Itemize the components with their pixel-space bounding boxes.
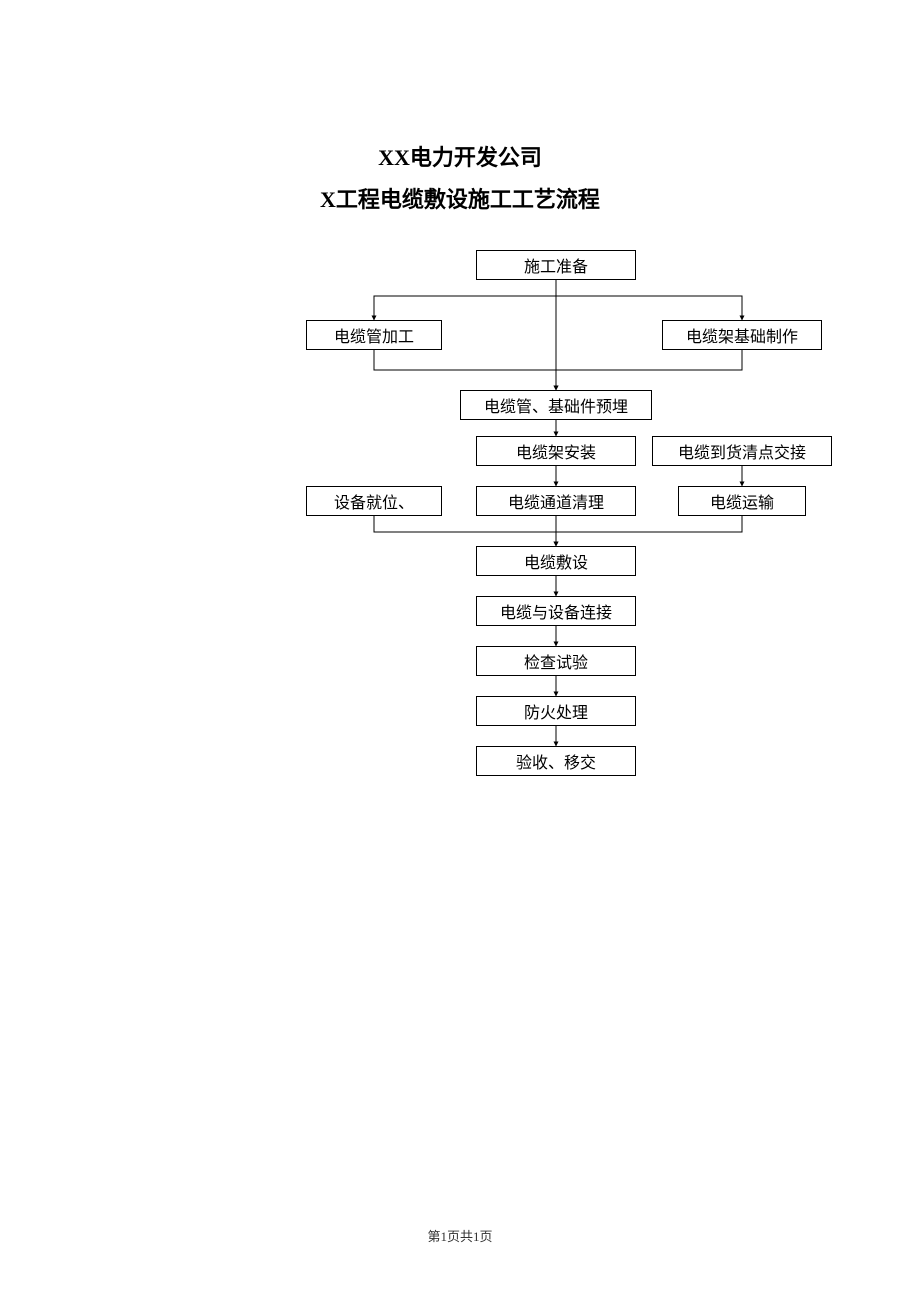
flow-node-base: 电缆架基础制作 — [662, 320, 822, 350]
flow-node-fire: 防火处理 — [476, 696, 636, 726]
flow-node-transport: 电缆运输 — [678, 486, 806, 516]
flow-node-pipe: 电缆管加工 — [306, 320, 442, 350]
company-title: XX电力开发公司 — [0, 140, 920, 172]
document-page: XX电力开发公司 X工程电缆敷设施工工艺流程 施工准备电缆管加工电缆架基础制作电… — [0, 0, 920, 1302]
flow-node-test: 检查试验 — [476, 646, 636, 676]
flow-node-equip: 设备就位、 — [306, 486, 442, 516]
flow-node-connect: 电缆与设备连接 — [476, 596, 636, 626]
flow-node-rack: 电缆架安装 — [476, 436, 636, 466]
page-footer: 第1页共1页 — [0, 1226, 920, 1245]
flow-node-clear: 电缆通道清理 — [476, 486, 636, 516]
flow-node-lay: 电缆敷设 — [476, 546, 636, 576]
flow-node-embed: 电缆管、基础件预埋 — [460, 390, 652, 420]
flow-node-accept: 验收、移交 — [476, 746, 636, 776]
document-title: X工程电缆敷设施工工艺流程 — [0, 182, 920, 214]
flow-node-prep: 施工准备 — [476, 250, 636, 280]
flow-node-receive: 电缆到货清点交接 — [652, 436, 832, 466]
